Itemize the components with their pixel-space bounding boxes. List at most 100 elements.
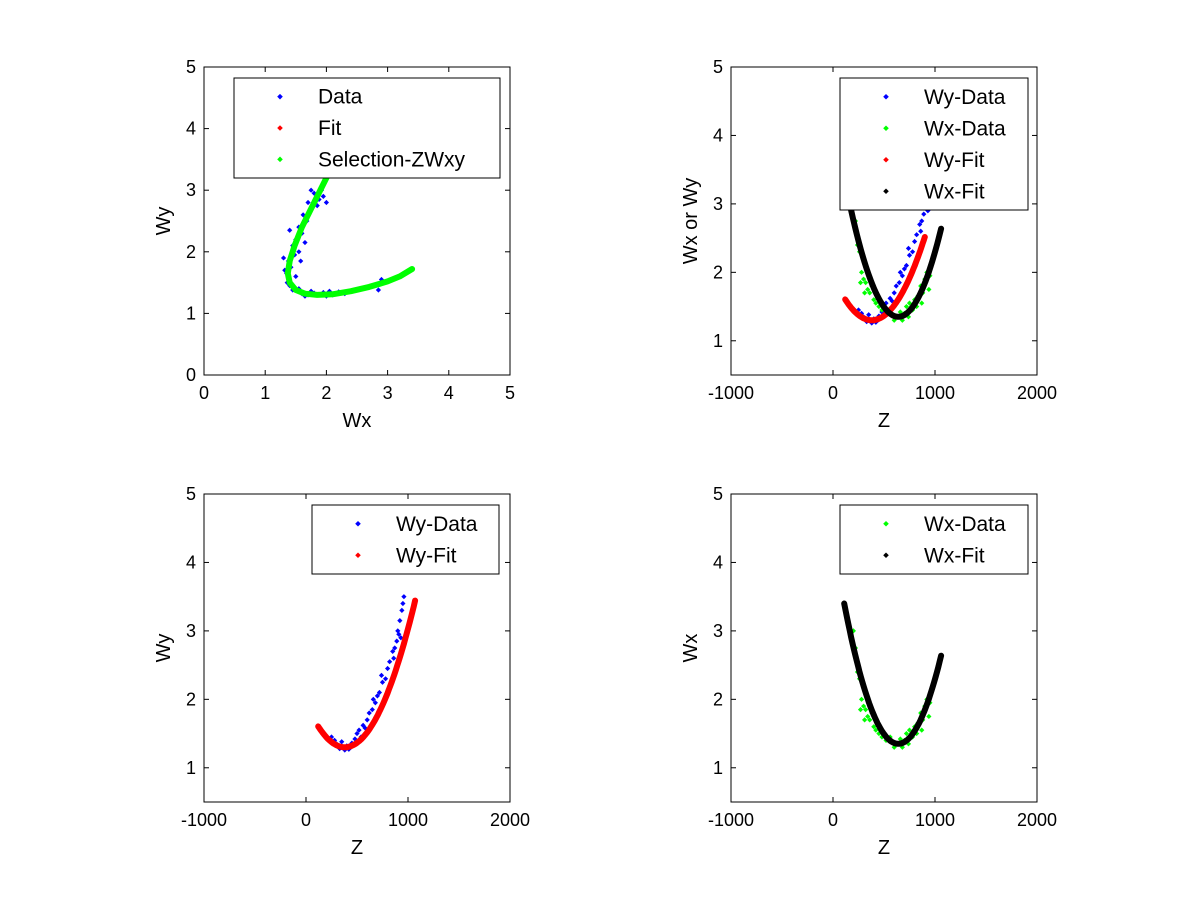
legend-label: Fit	[318, 117, 341, 140]
data-point	[323, 199, 329, 206]
x-tick-label: 1000	[915, 810, 955, 830]
data-point	[385, 665, 391, 672]
data-point	[378, 276, 385, 283]
y-axis-label: Wy	[153, 207, 175, 236]
data-point	[905, 245, 912, 251]
data-point	[897, 309, 903, 315]
data-point	[897, 269, 903, 275]
y-tick-label: 4	[186, 119, 196, 139]
fit-curve	[284, 168, 416, 298]
data-point	[302, 239, 308, 246]
y-tick-label: 5	[713, 57, 723, 77]
y-tick-label: 1	[713, 331, 723, 351]
y-tick-label: 3	[186, 621, 196, 641]
legend-marker	[883, 125, 889, 132]
data-point	[867, 290, 873, 296]
x-tick-label: 2000	[1017, 810, 1057, 830]
data-point	[394, 638, 400, 644]
x-tick-label: -1000	[708, 810, 754, 830]
data-point	[375, 287, 382, 293]
legend: Wy-Data Wx-Data Wy-Fit Wx-Fit	[839, 77, 1029, 211]
data-point	[861, 703, 867, 709]
y-tick-label: 3	[713, 194, 723, 214]
data-point	[858, 310, 865, 316]
legend-marker	[355, 520, 361, 527]
data-point	[858, 269, 865, 275]
legend-entry: Fit	[277, 117, 341, 140]
data-point	[399, 607, 405, 613]
y-tick-label: 0	[186, 365, 196, 385]
x-tick-label: 0	[301, 810, 311, 830]
x-axis-label: Z	[878, 837, 890, 859]
data-point	[396, 631, 402, 637]
data-point	[392, 645, 398, 651]
data-point	[912, 238, 918, 245]
subplot-2: -1000 0 1000 2000 1 2 3 4 5 Z Wx or Wy Wy-Data Wx-Da…	[680, 57, 1057, 432]
legend-marker	[355, 552, 361, 559]
legend-marker	[883, 188, 889, 195]
x-tick-label: 1000	[388, 810, 428, 830]
data-point	[376, 689, 383, 696]
data-point	[862, 717, 868, 723]
data-point	[378, 672, 385, 678]
x-tick-label: 2000	[1017, 383, 1057, 403]
data-point	[398, 635, 404, 641]
data-point	[857, 280, 864, 286]
data-point	[906, 300, 913, 306]
data-point	[364, 717, 370, 723]
data-point	[901, 266, 907, 272]
y-tick-label: 4	[186, 552, 196, 572]
y-tick-label: 2	[186, 689, 196, 709]
data-point	[862, 290, 868, 296]
y-axis-label: Wx	[680, 634, 702, 663]
data-point	[850, 628, 856, 634]
axes-box	[203, 66, 511, 376]
legend-entry: Wy-Fit	[883, 149, 985, 172]
data-point	[926, 713, 932, 720]
data-point	[391, 655, 397, 661]
data-point	[903, 730, 910, 737]
axes-box	[730, 66, 1038, 376]
y-tick-label: 4	[713, 552, 723, 572]
data-point	[280, 255, 287, 261]
legend-marker	[883, 520, 889, 527]
x-axis-label: Wx	[343, 410, 372, 432]
legend-entry: Wx-Data	[883, 117, 1006, 140]
fit-curve	[847, 203, 945, 320]
legend-label: Wy-Fit	[396, 544, 457, 567]
y-tick-label: 4	[713, 125, 723, 145]
x-tick-label: 5	[505, 383, 515, 403]
y-tick-label: 2	[713, 689, 723, 709]
y-tick-label: 1	[186, 303, 196, 323]
x-tick-label: 0	[828, 383, 838, 403]
data-point	[379, 679, 386, 685]
legend-entry: Wx-Fit	[883, 180, 985, 203]
axes-box	[203, 493, 511, 803]
x-tick-label: 2	[321, 383, 331, 403]
data-point	[926, 286, 932, 293]
data-point	[917, 221, 923, 228]
y-tick-label: 2	[713, 262, 723, 282]
data-point	[298, 258, 304, 264]
data-point	[354, 730, 360, 737]
data-point	[382, 676, 389, 682]
data-point	[395, 628, 401, 634]
data-point	[906, 252, 913, 258]
legend: Data Fit Selection-ZWxy	[233, 77, 501, 179]
x-axis-label: Z	[878, 410, 890, 432]
legend-label: Wy-Fit	[924, 149, 985, 172]
data-point	[914, 232, 920, 238]
data-point	[400, 600, 406, 607]
data-point	[921, 211, 927, 217]
y-tick-label: 5	[186, 57, 196, 77]
y-tick-label: 3	[713, 621, 723, 641]
data-point	[889, 298, 895, 304]
y-tick-label: 1	[186, 758, 196, 778]
legend-label: Wx-Fit	[924, 544, 985, 567]
axes-box	[730, 493, 1038, 803]
data-point	[308, 187, 314, 193]
y-tick-label: 5	[186, 484, 196, 504]
data-point	[899, 273, 905, 279]
legend-label: Wy-Data	[924, 86, 1006, 109]
data-point	[871, 297, 877, 303]
